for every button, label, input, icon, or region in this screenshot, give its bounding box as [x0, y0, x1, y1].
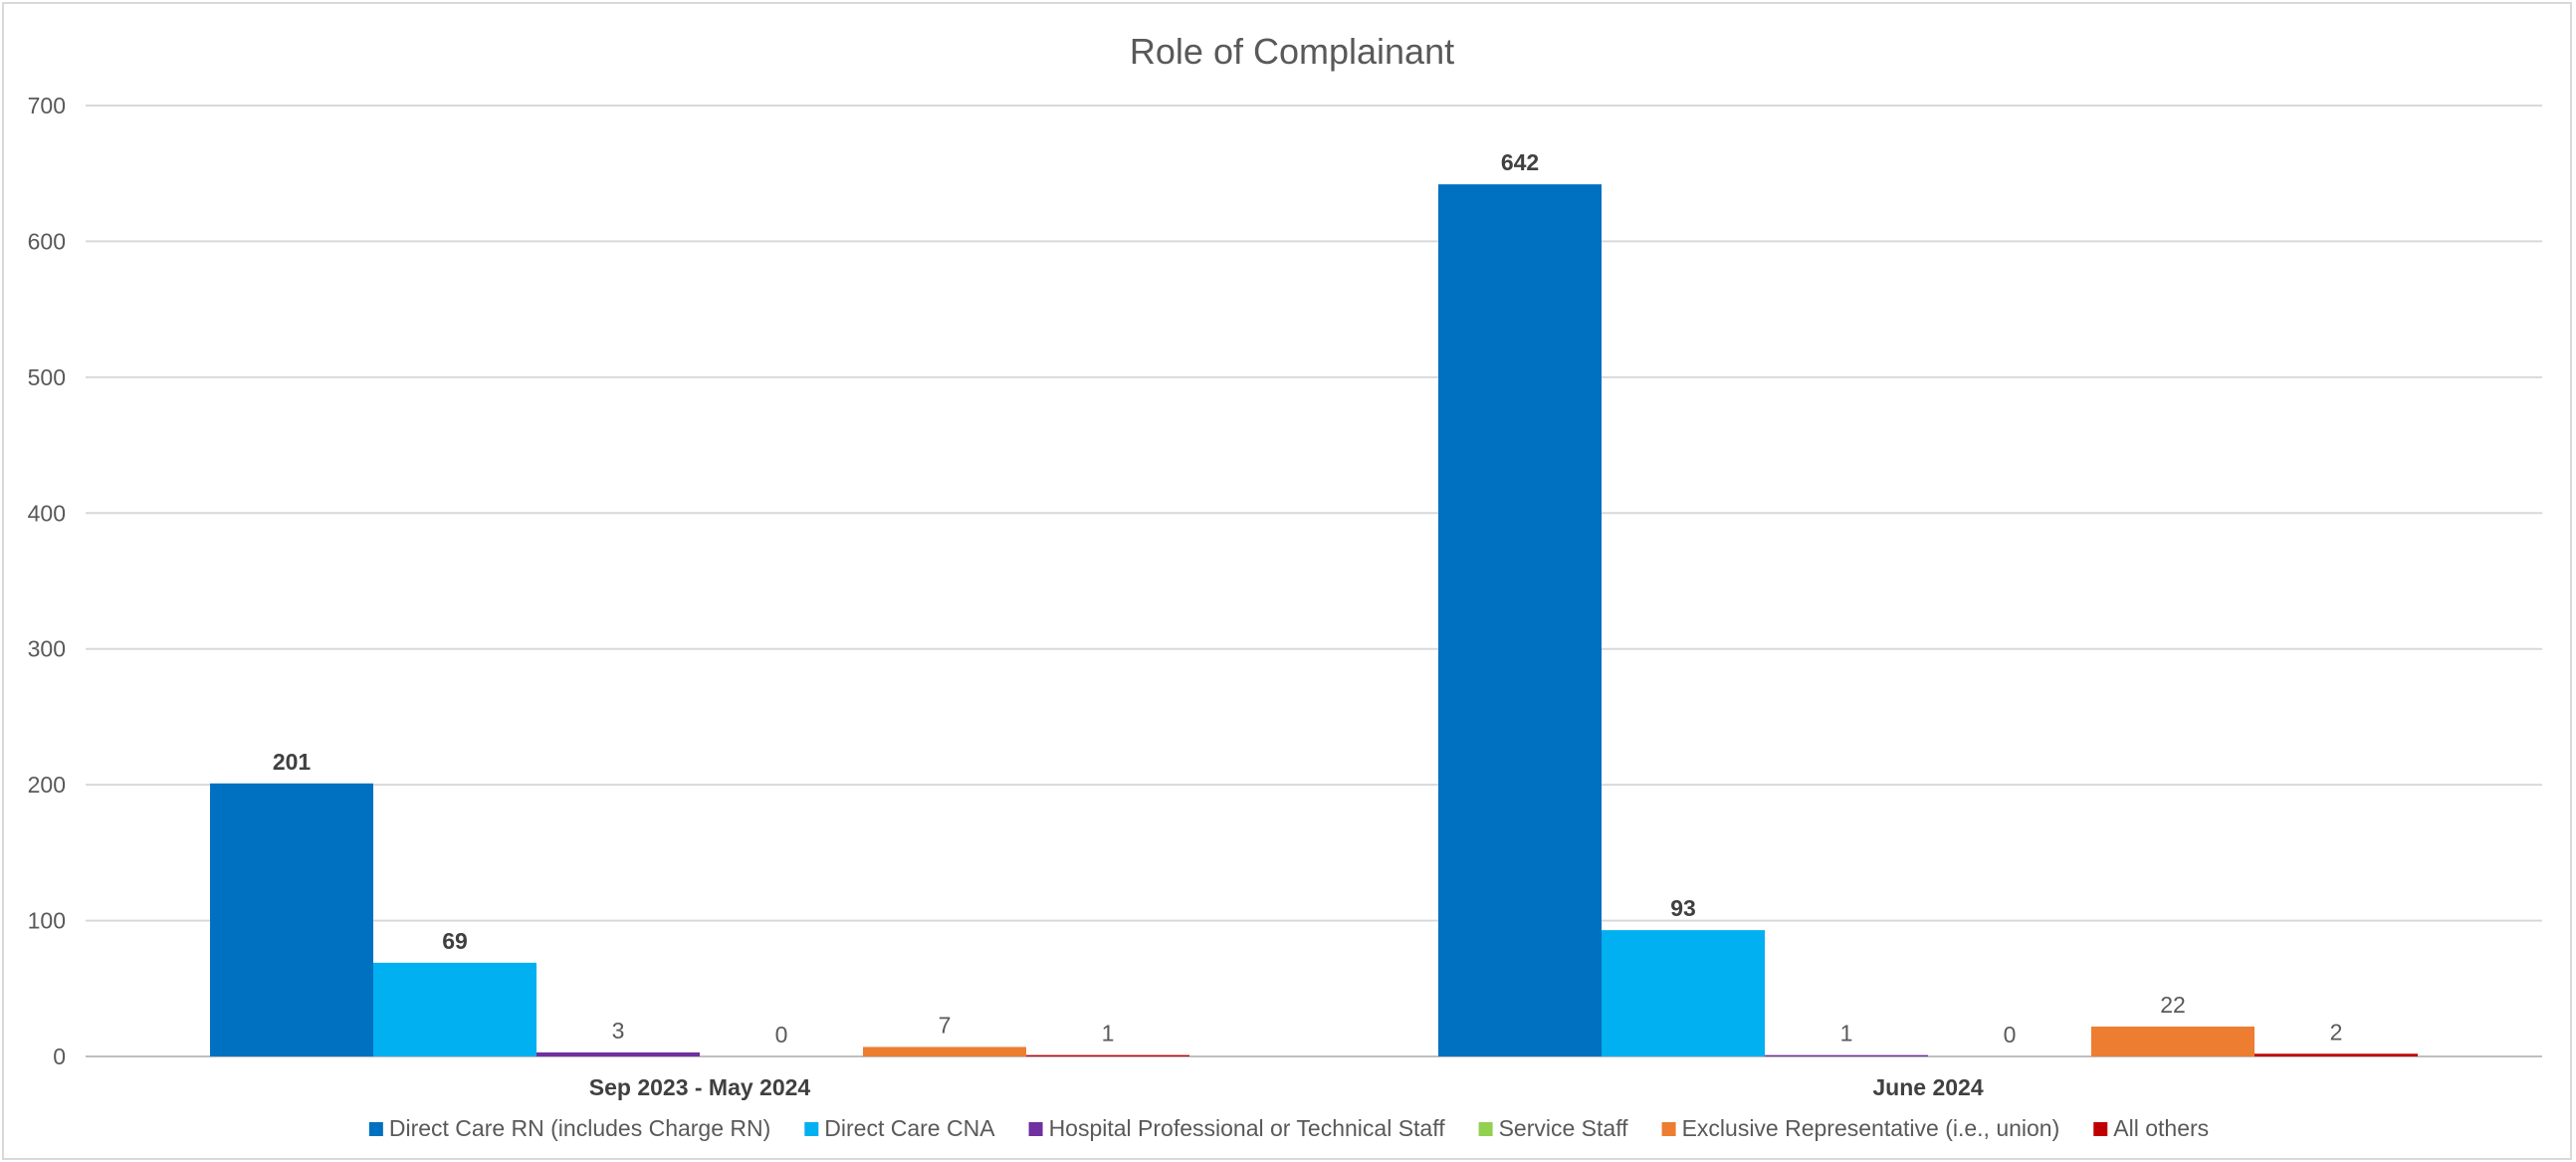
bar-chart: Role of Complainant 01002003004005006007… — [4, 4, 2574, 1162]
legend-label: All others — [2113, 1115, 2209, 1141]
legend-item: Service Staff — [1479, 1115, 1629, 1141]
legend-swatch — [804, 1122, 818, 1136]
data-label: 0 — [775, 1022, 788, 1047]
legend: Direct Care RN (includes Charge RN) Direc… — [369, 1115, 2209, 1141]
bar — [2254, 1053, 2418, 1056]
bars — [210, 184, 2418, 1056]
legend-item: Direct Care RN (includes Charge RN) — [369, 1115, 770, 1141]
legend-item: Direct Care CNA — [804, 1115, 995, 1141]
legend-swatch — [2093, 1122, 2107, 1136]
legend-swatch — [369, 1122, 383, 1136]
y-tick-label: 600 — [28, 228, 66, 254]
bar — [2091, 1027, 2254, 1056]
data-label: 201 — [273, 749, 312, 775]
bar — [863, 1046, 1026, 1056]
legend-item: All others — [2093, 1115, 2209, 1141]
data-label: 1 — [1840, 1021, 1853, 1046]
data-label: 22 — [2160, 992, 2186, 1018]
y-tick-label: 400 — [28, 500, 66, 526]
bar — [537, 1052, 700, 1056]
data-label: 7 — [939, 1012, 952, 1038]
y-tick-label: 700 — [28, 93, 66, 118]
y-axis-ticks: 0 100 200 300 400 500 600 700 — [28, 93, 66, 1069]
x-category-label: Sep 2023 - May 2024 — [589, 1074, 811, 1100]
legend-item: Hospital Professional or Technical Staff — [1029, 1115, 1446, 1141]
y-tick-label: 200 — [28, 772, 66, 798]
bar — [210, 784, 373, 1056]
data-label: 69 — [442, 928, 468, 954]
bar — [1602, 930, 1765, 1056]
legend-label: Direct Care RN (includes Charge RN) — [389, 1115, 770, 1141]
y-tick-label: 100 — [28, 908, 66, 934]
bar — [1026, 1055, 1189, 1056]
data-label: 0 — [2004, 1022, 2017, 1047]
y-tick-label: 0 — [53, 1044, 66, 1069]
chart-title: Role of Complainant — [1130, 31, 1454, 72]
x-category-label: June 2024 — [1872, 1074, 1983, 1100]
y-tick-label: 300 — [28, 636, 66, 662]
legend-item: Exclusive Representative (i.e., union) — [1662, 1115, 2060, 1141]
legend-label: Hospital Professional or Technical Staff — [1049, 1115, 1446, 1141]
legend-swatch — [1662, 1122, 1676, 1136]
legend-swatch — [1029, 1122, 1043, 1136]
legend-label: Direct Care CNA — [824, 1115, 995, 1141]
gridlines — [86, 106, 2542, 1056]
bar — [1765, 1055, 1928, 1056]
data-label: 93 — [1670, 895, 1696, 921]
bar — [373, 963, 537, 1056]
y-tick-label: 500 — [28, 364, 66, 390]
legend-label: Exclusive Representative (i.e., union) — [1682, 1115, 2060, 1141]
legend-label: Service Staff — [1499, 1115, 1629, 1141]
data-label: 2 — [2330, 1019, 2343, 1045]
x-axis-categories: Sep 2023 - May 2024 June 2024 — [589, 1074, 1984, 1100]
data-label: 1 — [1102, 1021, 1115, 1046]
bar — [1438, 184, 1602, 1056]
data-label: 3 — [612, 1018, 625, 1044]
data-label: 642 — [1501, 149, 1539, 175]
legend-swatch — [1479, 1122, 1493, 1136]
